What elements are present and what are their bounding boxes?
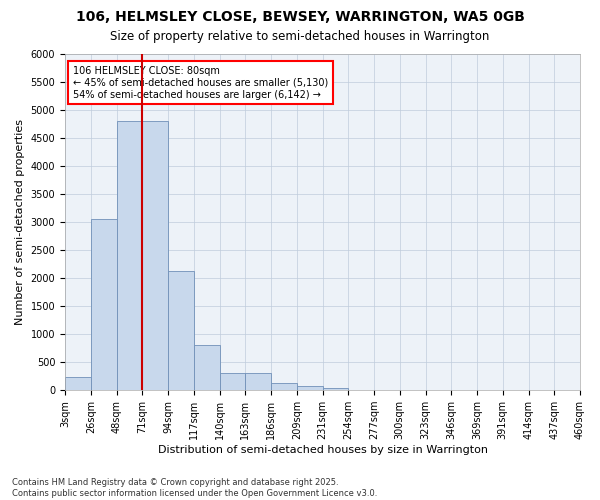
Bar (323, 388, 348, 390)
X-axis label: Distribution of semi-detached houses by size in Warrington: Distribution of semi-detached houses by … (158, 445, 488, 455)
Text: 106, HELMSLEY CLOSE, BEWSEY, WARRINGTON, WA5 0GB: 106, HELMSLEY CLOSE, BEWSEY, WARRINGTON,… (76, 10, 524, 24)
Bar (168, 272, 194, 390)
Bar (91, 220, 116, 390)
Text: Contains HM Land Registry data © Crown copyright and database right 2025.
Contai: Contains HM Land Registry data © Crown c… (12, 478, 377, 498)
Bar (297, 386, 323, 390)
Bar (65, 377, 91, 390)
Bar (142, 121, 168, 390)
Y-axis label: Number of semi-detached properties: Number of semi-detached properties (15, 119, 25, 325)
Bar (116, 121, 142, 390)
Bar (245, 374, 271, 390)
Bar (271, 383, 297, 390)
Text: 106 HELMSLEY CLOSE: 80sqm
← 45% of semi-detached houses are smaller (5,130)
54% : 106 HELMSLEY CLOSE: 80sqm ← 45% of semi-… (73, 66, 328, 100)
Text: Size of property relative to semi-detached houses in Warrington: Size of property relative to semi-detach… (110, 30, 490, 43)
Bar (220, 374, 245, 390)
Bar (194, 346, 220, 390)
